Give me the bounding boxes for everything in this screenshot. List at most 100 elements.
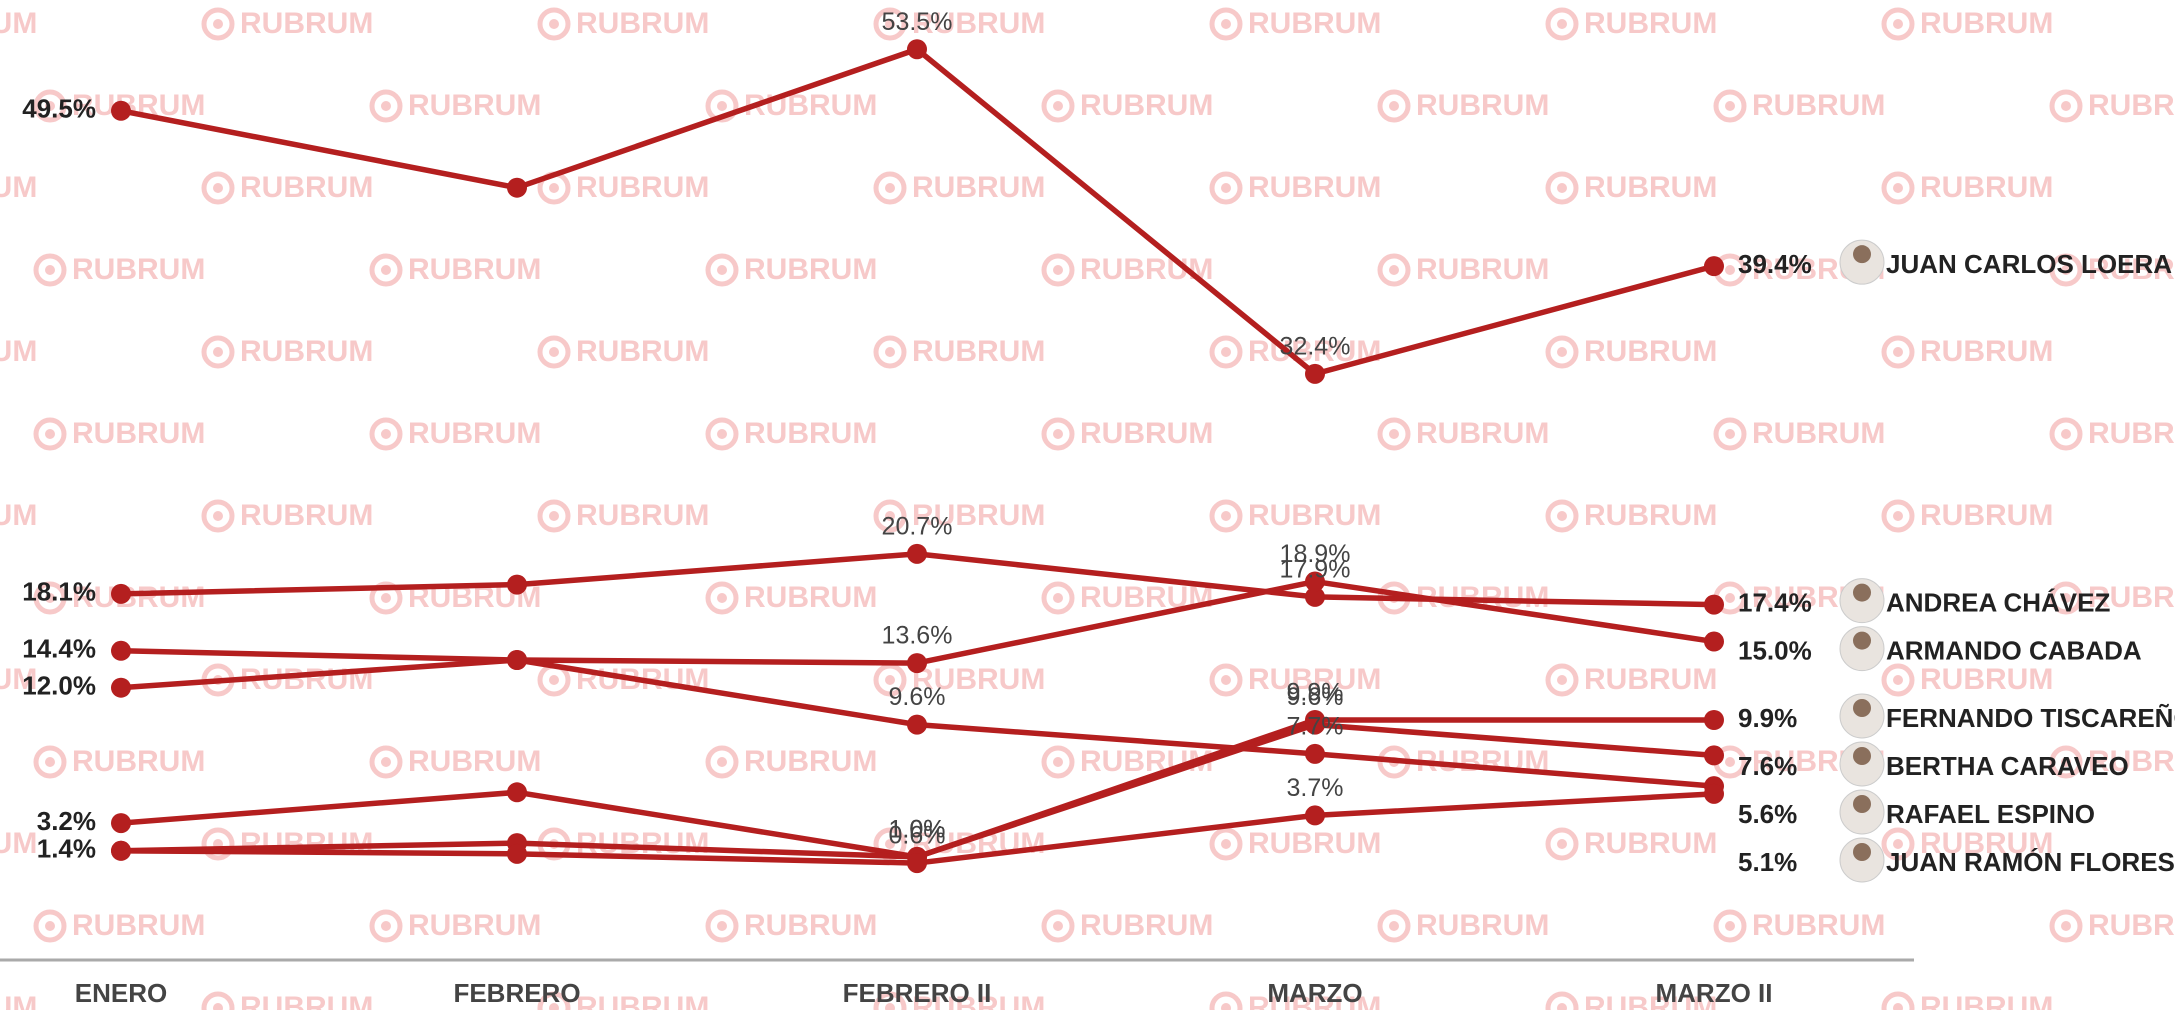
avatar-head bbox=[1853, 631, 1871, 650]
watermark-text: RUBRUM bbox=[576, 991, 709, 1010]
watermark-icon bbox=[1389, 429, 1399, 439]
watermark-text: RUBRUM bbox=[1920, 663, 2053, 696]
watermark-icon bbox=[33, 909, 67, 943]
data-point bbox=[111, 640, 131, 661]
watermark-text: RUBRUM bbox=[744, 909, 877, 942]
watermark-text: RUBRUM bbox=[1920, 827, 2053, 860]
watermark-text: RUBRUM bbox=[744, 745, 877, 778]
watermark-icon bbox=[1893, 511, 1903, 521]
watermark-text: RUBRUM bbox=[72, 909, 205, 942]
watermark-icon bbox=[1041, 253, 1075, 287]
watermark-icon bbox=[549, 347, 559, 357]
watermark-text: RUBRUM bbox=[912, 335, 1045, 368]
watermark-icon bbox=[1209, 171, 1243, 205]
data-point bbox=[111, 813, 131, 834]
watermark-icon bbox=[1713, 417, 1747, 451]
watermark-text: RUBRUM bbox=[1248, 171, 1381, 204]
data-point bbox=[907, 853, 927, 874]
value-label: 53.5% bbox=[882, 8, 953, 36]
watermark-icon bbox=[705, 909, 739, 943]
watermark-icon bbox=[549, 1003, 559, 1010]
legend-label: FERNANDO TISCAREÑO bbox=[1886, 703, 2175, 733]
watermark-icon bbox=[45, 265, 55, 275]
watermark-icon bbox=[45, 921, 55, 931]
watermark-icon bbox=[1053, 921, 1063, 931]
watermark-text: RUBRUM bbox=[1584, 171, 1717, 204]
watermark-icon bbox=[2061, 429, 2071, 439]
watermark-icon bbox=[549, 511, 559, 521]
watermark-icon bbox=[1557, 675, 1567, 685]
value-label: 3.7% bbox=[1287, 774, 1344, 802]
watermark-text: RUBRUM bbox=[1248, 499, 1381, 532]
avatar-head bbox=[1853, 747, 1871, 765]
watermark-icon bbox=[201, 335, 235, 369]
x-tick-label: FEBRERO bbox=[453, 978, 580, 1008]
watermark-text: RUBRUM bbox=[744, 581, 877, 614]
watermark-icon bbox=[33, 745, 67, 779]
watermark-text: RUBRUM bbox=[408, 253, 541, 286]
watermark-icon bbox=[381, 757, 391, 767]
data-point bbox=[507, 782, 527, 803]
watermark-text: RUBRUM bbox=[1584, 663, 1717, 696]
value-label: 7.7% bbox=[1287, 712, 1344, 740]
watermark-text: RUBRUM bbox=[744, 417, 877, 450]
watermark-icon bbox=[1881, 335, 1915, 369]
watermark-text: RUBRUM bbox=[72, 581, 205, 614]
watermark-icon bbox=[1221, 675, 1231, 685]
avatar-head bbox=[1853, 843, 1871, 861]
watermark-icon bbox=[1545, 499, 1579, 533]
watermark-icon bbox=[1041, 417, 1075, 451]
avatar-head bbox=[1853, 795, 1871, 813]
watermark-text: RUBRUM bbox=[1080, 909, 1213, 942]
watermark-text: RUBRUM bbox=[1416, 417, 1549, 450]
watermark-text: RUBRUM bbox=[1584, 991, 1717, 1010]
value-label: 1.0% bbox=[889, 816, 946, 844]
watermark-icon bbox=[213, 511, 223, 521]
watermark-icon bbox=[33, 89, 67, 123]
watermark-icon bbox=[1053, 593, 1063, 603]
data-point bbox=[1305, 363, 1325, 384]
watermark-icon bbox=[717, 921, 727, 931]
watermark-icon bbox=[213, 183, 223, 193]
watermark-icon bbox=[1209, 991, 1243, 1010]
watermark-text: RUBRUM bbox=[1920, 7, 2053, 40]
watermark-text: RUBRUM bbox=[744, 253, 877, 286]
watermark-icon bbox=[1725, 265, 1735, 275]
watermark-icon bbox=[1221, 19, 1231, 29]
watermark-icon bbox=[1041, 581, 1075, 615]
watermark-icon bbox=[1893, 1003, 1903, 1010]
watermark-icon bbox=[213, 1003, 223, 1010]
watermark-icon bbox=[705, 89, 739, 123]
data-point bbox=[111, 100, 131, 121]
value-label: 9.9% bbox=[1287, 679, 1344, 707]
watermark-text: RUBRUM bbox=[576, 335, 709, 368]
value-label: 9.6% bbox=[889, 683, 946, 711]
watermark-text: RUBRUM bbox=[408, 745, 541, 778]
watermark-text: RUBRUM bbox=[912, 7, 1045, 40]
watermark-icon bbox=[1545, 335, 1579, 369]
watermark-text: RUBRUM bbox=[72, 253, 205, 286]
watermark-text: RUBRUM bbox=[912, 171, 1045, 204]
avatar-head bbox=[1853, 245, 1871, 264]
watermark-icon bbox=[1725, 593, 1735, 603]
data-point bbox=[1704, 256, 1724, 277]
watermark-icon bbox=[1893, 839, 1903, 849]
watermark-text: RUBRUM bbox=[240, 7, 373, 40]
value-label: 18.1% bbox=[22, 577, 96, 607]
watermark-text: RUBRUM bbox=[576, 7, 709, 40]
value-label: 5.6% bbox=[1738, 799, 1797, 829]
value-label: 17.9% bbox=[1280, 556, 1351, 584]
watermark-icon bbox=[1545, 991, 1579, 1010]
watermark-icon bbox=[873, 335, 907, 369]
watermark-icon bbox=[1557, 19, 1567, 29]
watermark-icon bbox=[1053, 757, 1063, 767]
watermark-icon bbox=[717, 757, 727, 767]
value-label: 3.2% bbox=[37, 806, 96, 836]
watermark-icon bbox=[33, 253, 67, 287]
value-label: 12.0% bbox=[22, 671, 96, 701]
watermark-icon bbox=[2049, 89, 2083, 123]
value-label: 32.4% bbox=[1280, 332, 1351, 360]
watermark-icon bbox=[1221, 347, 1231, 357]
watermark-icon bbox=[537, 991, 571, 1010]
